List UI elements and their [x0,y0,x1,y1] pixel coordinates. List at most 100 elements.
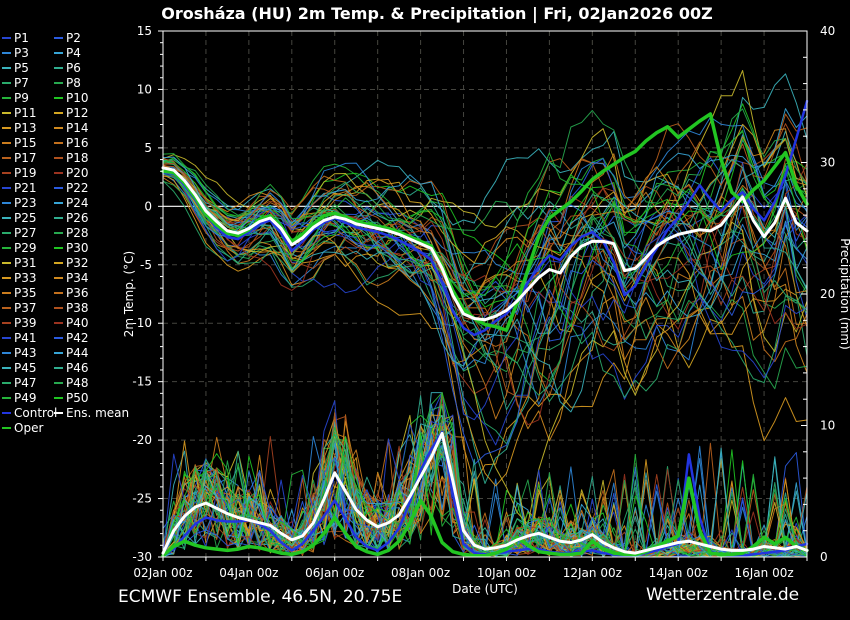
precip-tick-label: 20 [820,287,835,301]
legend-swatch [54,336,63,339]
legend-item-p50: P50 [54,392,144,404]
temp-tick-label: -5 [140,258,152,272]
legend-swatch [2,411,11,414]
legend-item-p2: P2 [54,32,144,44]
date-tick-label: 02Jan 00z [133,566,192,580]
control-temp-line [161,99,809,337]
legend-item-p1: P1 [2,32,54,44]
legend-item-label: P6 [66,60,81,75]
legend-item-p40: P40 [54,317,144,329]
legend-swatch [2,276,11,279]
date-tick-label: 08Jan 00z [391,566,450,580]
legend-swatch [54,81,63,84]
ensemble-member-temp-line [162,159,808,411]
ensemble-member-temp-line [162,169,808,446]
temp-tick-label: -30 [132,550,152,564]
ensemble-member-temp-line [162,174,808,426]
legend-item-label: P31 [14,255,37,270]
ensemble-member-temp-line [162,170,808,445]
ensemble-member-precip-line [162,403,808,558]
legend-item-label: P42 [66,330,89,345]
legend-item-p17: P17 [2,152,54,164]
legend-item-p38: P38 [54,302,144,314]
legend-item-p25: P25 [2,212,54,224]
legend-swatch [2,171,11,174]
legend-item-p18: P18 [54,152,144,164]
date-tick-label: 16Jan 00z [734,566,793,580]
legend-item-label: P43 [14,345,37,360]
legend-item-control: Control [2,407,57,419]
legend-item-label: P16 [66,135,89,150]
legend-item-label: P49 [14,390,37,405]
oper-temp-line [161,112,809,332]
legend-item-label: P26 [66,210,89,225]
legend-item-p43: P43 [2,347,54,359]
legend-swatch [54,276,63,279]
legend-item-p48: P48 [54,377,144,389]
ensemble-member-temp-line [162,108,808,246]
legend-item-p42: P42 [54,332,144,344]
temp-tick-label: 0 [144,199,152,213]
legend-item-p7: P7 [2,77,54,89]
legend-item-label: P8 [66,75,81,90]
ensemble-member-temp-line [162,169,808,397]
legend-swatch [54,246,63,249]
legend-swatch [54,351,63,354]
legend-swatch [2,261,11,264]
legend-item-label: P36 [66,285,89,300]
legend-item-p13: P13 [2,122,54,134]
legend-swatch [54,396,63,399]
ensemble-member-temp-line [162,123,808,264]
legend-item-label: P24 [66,195,89,210]
legend-item-p35: P35 [2,287,54,299]
legend-item-label: P37 [14,300,37,315]
legend-item-label: P3 [14,45,29,60]
legend-item-p26: P26 [54,212,144,224]
legend-swatch [54,66,63,69]
legend-swatch [54,201,63,204]
ensemble-member-temp-line [162,141,808,398]
legend-item-p28: P28 [54,227,144,239]
ensemble-member-temp-line [162,73,808,226]
legend-item-label: P44 [66,345,89,360]
legend-item-label: P20 [66,165,89,180]
ensemble-member-temp-line [162,153,808,299]
legend-item-p9: P9 [2,92,54,104]
legend-item-label: P23 [14,195,37,210]
ensemble-member-temp-line [162,169,808,371]
date-tick-label: 12Jan 00z [563,566,622,580]
legend-swatch [54,216,63,219]
legend-item-p34: P34 [54,272,144,284]
legend-item-label: P33 [14,270,37,285]
ensemble-member-temp-line [162,108,808,341]
legend-item-label: P38 [66,300,89,315]
legend-swatch [2,426,11,429]
legend-item-label: P11 [14,105,37,120]
date-tick-label: 04Jan 00z [219,566,278,580]
precip-tick-label: 40 [820,24,835,38]
ensemble-member-temp-line [162,174,808,485]
legend-swatch [2,306,11,309]
legend-item-label: P35 [14,285,37,300]
legend-swatch [54,291,63,294]
ensemble-member-temp-line [162,166,808,525]
legend-item-label: P7 [14,75,29,90]
legend-item-label: Ens. mean [66,405,130,420]
legend-swatch [2,36,11,39]
legend-item-p20: P20 [54,167,144,179]
legend-swatch [2,81,11,84]
legend-item-p21: P21 [2,182,54,194]
legend-swatch [2,141,11,144]
legend-swatch [2,381,11,384]
precip-tick-label: 10 [820,419,835,433]
temp-axis-label: 2m Temp. (°C) [122,251,136,338]
legend-item-label: P25 [14,210,37,225]
legend-swatch [2,111,11,114]
legend-swatch [2,216,11,219]
legend-swatch [2,201,11,204]
legend-item-p11: P11 [2,107,54,119]
ensemble-members-group [162,70,808,558]
ensemble-member-precip-line [162,395,808,558]
legend-swatch [2,51,11,54]
